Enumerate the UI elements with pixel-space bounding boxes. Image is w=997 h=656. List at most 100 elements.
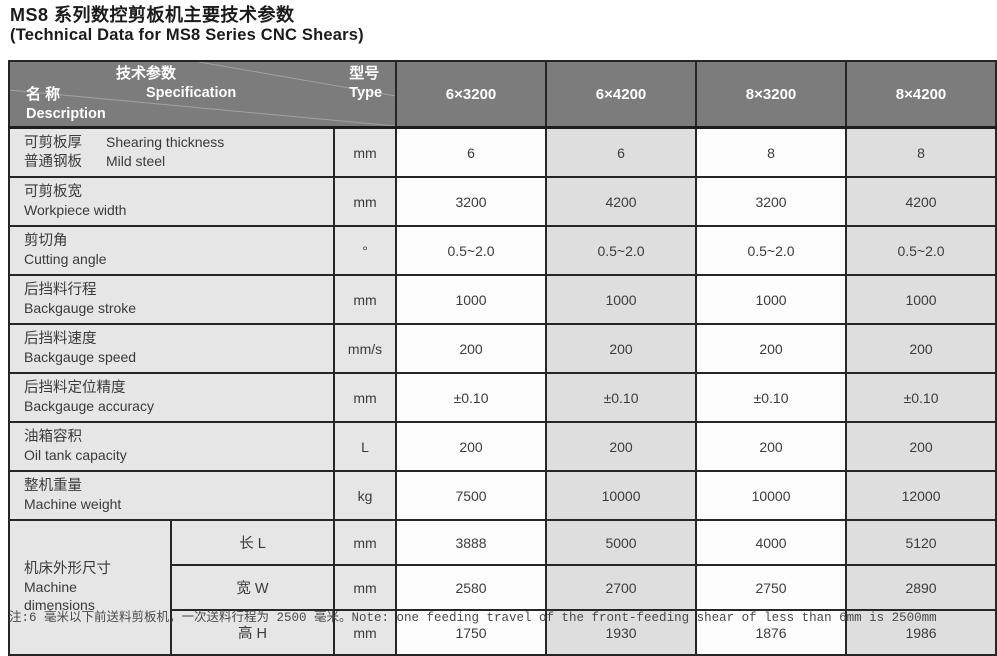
spec-label-cell: 后挡料速度 Backgauge speed: [8, 323, 335, 374]
value-cell: 6: [545, 126, 698, 178]
unit-cell: mm: [332, 372, 398, 423]
label-en: Mild steel: [106, 152, 166, 169]
unit-cell: mm: [332, 564, 398, 611]
corner-name-zh: 名 称: [26, 86, 61, 104]
value-cell: 4200: [545, 176, 698, 227]
spec-label-cell: 油箱容积 Oil tank capacity: [8, 421, 335, 472]
spec-label-cell: 后挡料定位精度 Backgauge accuracy: [8, 372, 335, 423]
corner-name-en: Description: [26, 105, 106, 122]
table-corner-cell: 技术参数 Specification 名 称 Description 型号 Ty…: [7, 60, 398, 129]
spec-label-cell: 可剪板宽 Workpiece width: [8, 176, 335, 227]
row-oil-tank-capacity: 油箱容积 Oil tank capacity L 200 200 200 200: [8, 421, 997, 472]
label-en: Shearing thickness: [106, 133, 225, 150]
value-cell: 8: [845, 126, 997, 178]
model-column-header: 6×3200: [395, 60, 548, 129]
label-zh: 可剪板厚: [24, 134, 82, 151]
value-cell: 0.5~2.0: [845, 225, 997, 276]
value-cell: 200: [395, 323, 548, 374]
value-cell: 10000: [695, 470, 848, 521]
spec-label-cell: 整机重量 Machine weight: [8, 470, 335, 521]
unit-cell: mm: [332, 126, 398, 178]
model-column-header: 6×4200: [545, 60, 698, 129]
unit-cell: mm: [332, 519, 398, 566]
label-zh: 后挡料行程: [24, 282, 97, 299]
row-dimension-width: 宽 W mm 2580 2700 2750 2890: [9, 564, 997, 611]
value-cell: 200: [545, 421, 698, 472]
page: MS8 系列数控剪板机主要技术参数 (Technical Data for MS…: [7, 5, 997, 656]
value-cell: 2890: [845, 564, 997, 611]
footnote: 注:6 毫米以下前送料剪板机，一次送料行程为 2500 毫米。Note: one…: [9, 611, 937, 625]
value-cell: 5000: [545, 519, 698, 566]
value-cell: 200: [845, 421, 997, 472]
spec-label-cell: 可剪板厚 Shearing thickness 普通钢板 Mild steel: [8, 126, 335, 178]
corner-description-label: 名 称 Description: [26, 86, 106, 123]
label-en: Oil tank capacity: [24, 446, 127, 463]
row-shearing-thickness: 可剪板厚 Shearing thickness 普通钢板 Mild steel …: [8, 126, 997, 178]
value-cell: 12000: [845, 470, 997, 521]
row-backgauge-speed: 后挡料速度 Backgauge speed mm/s 200 200 200 2…: [8, 323, 997, 374]
label-en: Backgauge accuracy: [24, 397, 154, 414]
value-cell: 7500: [395, 470, 548, 521]
label-en: Cutting angle: [24, 250, 107, 267]
corner-specification-label: 技术参数 Specification: [116, 65, 236, 102]
label-en: Machine weight: [24, 495, 122, 512]
label-zh: 整机重量: [24, 478, 82, 495]
unit-cell: kg: [332, 470, 398, 521]
dimension-sub-label: 宽 W: [170, 564, 335, 611]
model-column-header: 8×3200: [695, 60, 848, 129]
value-cell: 1000: [545, 274, 698, 325]
row-backgauge-accuracy: 后挡料定位精度 Backgauge accuracy mm ±0.10 ±0.1…: [8, 372, 997, 423]
label-zh: 机床外形尺寸: [24, 561, 111, 578]
value-cell: 10000: [545, 470, 698, 521]
spec-label-cell: 剪切角 Cutting angle: [8, 225, 335, 276]
value-cell: 2700: [545, 564, 698, 611]
corner-spec-zh: 技术参数: [116, 65, 177, 82]
label-zh: 油箱容积: [24, 429, 82, 446]
value-cell: 1000: [395, 274, 548, 325]
value-cell: ±0.10: [845, 372, 997, 423]
value-cell: 3200: [395, 176, 548, 227]
value-cell: 200: [695, 421, 848, 472]
value-cell: ±0.10: [695, 372, 848, 423]
model-column-header: 8×4200: [845, 60, 997, 129]
label-en: Backgauge speed: [24, 348, 137, 365]
value-cell: 1000: [695, 274, 848, 325]
unit-cell: °: [332, 225, 398, 276]
row-backgauge-stroke: 后挡料行程 Backgauge stroke mm 1000 1000 1000…: [8, 274, 997, 325]
value-cell: 3200: [695, 176, 848, 227]
value-cell: 0.5~2.0: [545, 225, 698, 276]
value-cell: 3888: [395, 519, 548, 566]
value-cell: 5120: [845, 519, 997, 566]
page-title-zh: MS8 系列数控剪板机主要技术参数: [10, 5, 295, 25]
machine-dimensions-label-cell: 机床外形尺寸 Machine dimensions: [8, 519, 172, 656]
technical-data-table: 技术参数 Specification 名 称 Description 型号 Ty…: [7, 60, 997, 656]
value-cell: 200: [395, 421, 548, 472]
value-cell: 4000: [695, 519, 848, 566]
value-cell: 1000: [845, 274, 997, 325]
header-row: 技术参数 Specification 名 称 Description 型号 Ty…: [7, 60, 997, 129]
label-zh: 后挡料速度: [24, 331, 97, 348]
label-en: Workpiece width: [24, 201, 127, 218]
value-cell: 6: [395, 126, 548, 178]
label-en: Backgauge stroke: [24, 299, 137, 316]
value-cell: 2580: [395, 564, 548, 611]
row-cutting-angle: 剪切角 Cutting angle ° 0.5~2.0 0.5~2.0 0.5~…: [8, 225, 997, 276]
corner-spec-en: Specification: [146, 84, 237, 101]
value-cell: 200: [545, 323, 698, 374]
row-dimension-length: 机床外形尺寸 Machine dimensions 长 L mm 3888 50…: [8, 519, 997, 656]
unit-cell: mm: [332, 176, 398, 227]
row-machine-weight: 整机重量 Machine weight kg 7500 10000 10000 …: [8, 470, 997, 521]
label-zh: 后挡料定位精度: [24, 380, 126, 397]
unit-cell: mm: [332, 274, 398, 325]
value-cell: 4200: [845, 176, 997, 227]
corner-type-en: Type: [349, 84, 383, 101]
value-cell: ±0.10: [545, 372, 698, 423]
corner-type-zh: 型号: [349, 65, 380, 82]
dimension-sub-label: 长 L: [170, 519, 335, 566]
page-title: MS8 系列数控剪板机主要技术参数 (Technical Data for MS…: [10, 5, 364, 46]
unit-cell: mm/s: [332, 323, 398, 374]
spec-label-cell: 后挡料行程 Backgauge stroke: [8, 274, 335, 325]
value-cell: 2750: [695, 564, 848, 611]
label-en: dimensions: [24, 596, 95, 613]
value-cell: ±0.10: [395, 372, 548, 423]
